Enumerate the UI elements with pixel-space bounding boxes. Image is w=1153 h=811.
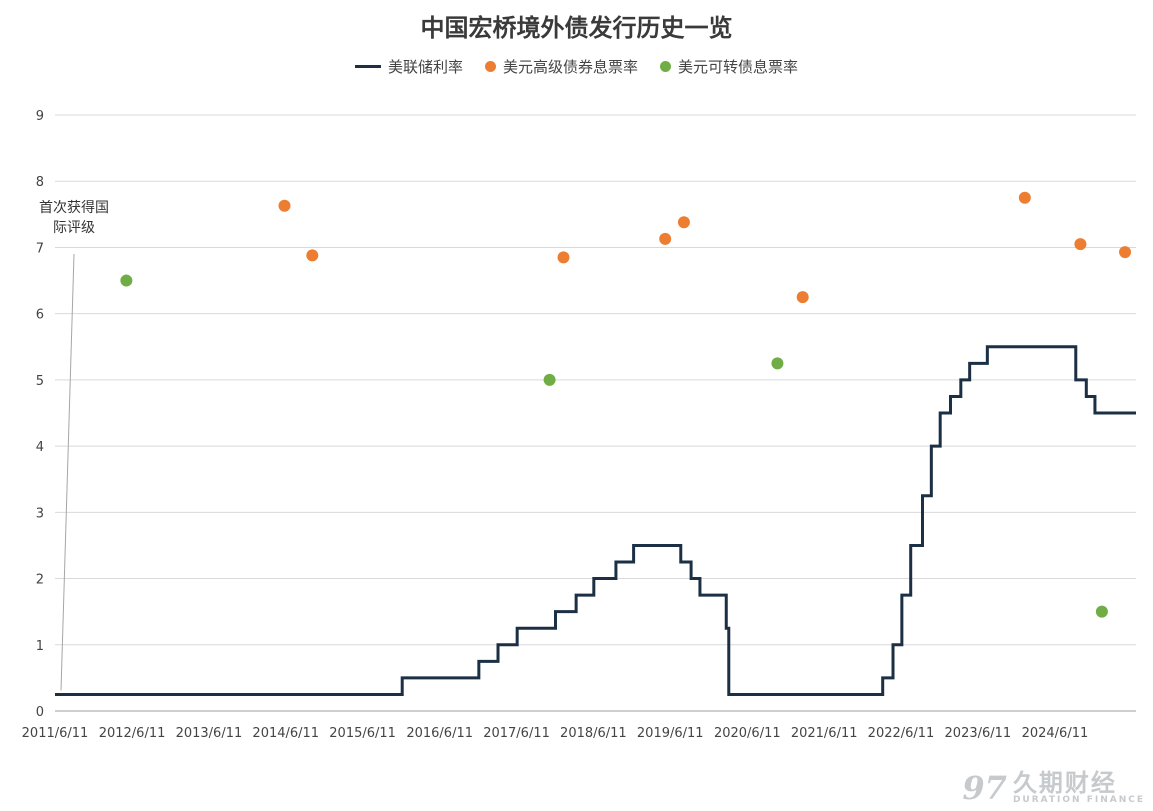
point-senior-bond [677, 216, 690, 229]
x-tick-label: 2015/6/11 [329, 726, 396, 741]
y-tick-label: 2 [36, 573, 44, 588]
point-convertible [771, 357, 784, 370]
annotation-leader-line [60, 253, 75, 691]
legend-item-convertible: 美元可转债息票率 [660, 56, 798, 77]
x-tick-label: 2022/6/11 [868, 726, 935, 741]
annotation-text: 际评级 [53, 220, 95, 236]
point-senior-bond [796, 291, 809, 304]
y-tick-label: 3 [36, 506, 44, 521]
legend-label-senior-bond: 美元高级债券息票率 [502, 58, 638, 76]
y-tick-label: 6 [36, 308, 44, 323]
legend-item-senior-bond: 美元高级债券息票率 [484, 56, 638, 77]
chart-title: 中国宏桥境外债发行历史一览 [420, 13, 733, 42]
x-tick-label: 2024/6/11 [1022, 726, 1089, 741]
legend: 美联储利率 美元高级债券息票率 美元可转债息票率 [0, 56, 1153, 77]
y-tick-label: 7 [36, 241, 44, 256]
point-convertible [120, 274, 133, 287]
point-senior-bond [306, 249, 319, 262]
point-senior-bond [1074, 238, 1087, 251]
y-tick-label: 4 [36, 440, 44, 455]
y-tick-label: 8 [36, 175, 44, 190]
point-senior-bond [1018, 191, 1031, 204]
legend-dot-orange [484, 61, 496, 72]
watermark-name-en: DURATION FINANCE [1012, 795, 1145, 805]
legend-label-convertible: 美元可转债息票率 [678, 58, 799, 76]
series-line-fed-rate [55, 345, 1136, 696]
point-senior-bond [557, 251, 570, 264]
x-tick-label: 2019/6/11 [637, 726, 704, 741]
x-tick-label: 2020/6/11 [714, 726, 781, 741]
legend-line-swatch [354, 65, 381, 68]
legend-dot-green [660, 61, 671, 72]
y-tick-label: 1 [36, 639, 44, 654]
x-tick-label: 2016/6/11 [406, 726, 473, 741]
point-senior-bond [659, 232, 672, 245]
point-convertible [1095, 605, 1108, 618]
x-tick-label: 2011/6/11 [22, 726, 89, 741]
x-tick-label: 2017/6/11 [483, 726, 550, 741]
watermark-logo-icon: 97 [962, 769, 1007, 807]
x-tick-label: 2021/6/11 [791, 726, 858, 741]
x-tick-label: 2018/6/11 [560, 726, 627, 741]
y-tick-label: 0 [36, 705, 44, 720]
x-tick-label: 2014/6/11 [252, 726, 319, 741]
x-tick-label: 2013/6/11 [176, 726, 243, 741]
y-tick-label: 5 [36, 374, 44, 389]
y-tick-label: 9 [36, 109, 44, 124]
legend-label-fed-rate: 美联储利率 [387, 58, 463, 76]
watermark-name-cn: 久期财经 [1012, 769, 1117, 797]
point-convertible [543, 373, 556, 386]
annotation-text: 首次获得国 [39, 199, 109, 216]
watermark: 97 久期财经 DURATION FINANCE [962, 769, 1145, 807]
x-tick-label: 2023/6/11 [945, 726, 1012, 741]
legend-item-fed-rate: 美联储利率 [354, 56, 463, 77]
point-senior-bond [1119, 246, 1132, 259]
x-tick-label: 2012/6/11 [99, 726, 166, 741]
point-senior-bond [278, 199, 291, 212]
